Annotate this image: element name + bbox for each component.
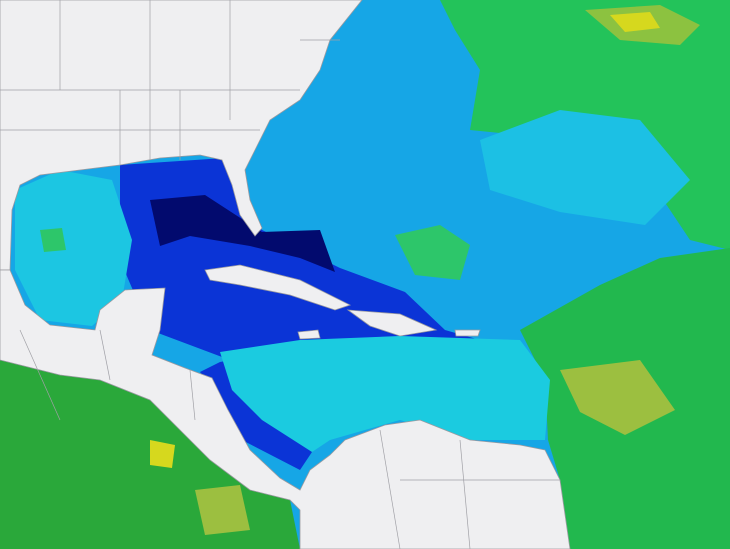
gulf-west-cyan — [15, 170, 132, 326]
atlantic-cyan — [480, 110, 690, 225]
mexico-central-south-america — [0, 269, 571, 549]
united-states — [0, 0, 363, 271]
atlantic-green-patch — [395, 225, 470, 280]
gulf-green-patch — [40, 228, 66, 252]
navy-region — [150, 195, 335, 272]
hispaniola — [346, 309, 438, 337]
land — [0, 0, 571, 549]
atlantic-north-yellow — [610, 12, 660, 32]
pacific-yellow — [150, 440, 175, 468]
puerto-rico — [454, 329, 481, 337]
cuba — [204, 264, 352, 311]
atlantic-east-yellowgreen — [560, 360, 675, 435]
jamaica — [297, 329, 321, 340]
caribbean-cyan — [220, 336, 550, 452]
pacific-yellowgreen — [195, 485, 250, 535]
borders — [0, 0, 560, 549]
